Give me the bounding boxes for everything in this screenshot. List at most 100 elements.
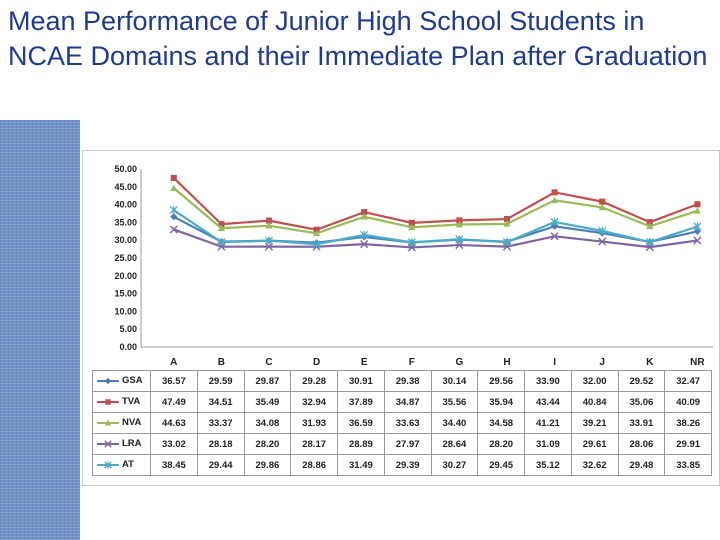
x-tick-label: A (170, 357, 177, 368)
legend-entry: AT (92, 454, 151, 476)
y-tick-label: 40.00 (114, 200, 137, 210)
table-cell: 28.20 (477, 433, 525, 455)
data-point (599, 198, 606, 205)
data-point (503, 215, 511, 223)
table-cell: 32.47 (664, 370, 712, 392)
table-row: TVA 47.49 34.51 35.49 32.94 37.89 34.87 35.56 35… (92, 391, 712, 413)
table-cell: 31.09 (524, 433, 572, 455)
data-point (170, 174, 177, 181)
data-point (169, 225, 178, 234)
legend-entry: GSA (92, 370, 151, 392)
data-point (265, 222, 273, 229)
table-cell: 34.40 (430, 412, 479, 434)
x-tick-labels: A B C D E F G H I J K NR (170, 357, 705, 368)
table-cell: 28.86 (290, 454, 338, 476)
table-cell: 36.59 (337, 412, 385, 434)
legend-entry: NVA (92, 412, 151, 434)
y-tick-label: 35.00 (114, 217, 137, 227)
table-cell: 35.94 (477, 391, 525, 413)
table-cell: 30.27 (430, 454, 479, 476)
table-cell: 28.64 (430, 433, 479, 455)
data-point (264, 236, 274, 245)
series-line (173, 187, 698, 235)
series-at (169, 206, 702, 249)
data-point (218, 221, 225, 228)
table-cell: 33.85 (664, 454, 712, 476)
table-cell: 28.20 (243, 433, 292, 455)
data-point (503, 220, 511, 227)
table-cell: 31.93 (290, 412, 338, 434)
x-tick-label: C (265, 357, 272, 368)
series-name: AT (122, 459, 134, 471)
series-name: NVA (122, 417, 142, 429)
table-cell: 33.90 (524, 370, 572, 392)
data-point (313, 229, 321, 237)
data-point (408, 219, 415, 226)
x-tick-label: B (218, 357, 225, 368)
table-cell: 27.97 (383, 433, 432, 455)
table-cell: 32.94 (290, 391, 338, 413)
y-tick-label: 10.00 (114, 306, 137, 316)
table-cell: 38.26 (664, 412, 712, 434)
table-cell: 37.89 (337, 391, 385, 413)
table-cell: 29.91 (664, 433, 712, 455)
table-cell: 29.38 (383, 370, 432, 392)
data-point (693, 227, 701, 236)
y-tick-label: 50.00 (114, 164, 137, 174)
data-point (550, 217, 559, 227)
table-cell: 33.63 (383, 412, 432, 434)
table-cell: 47.49 (150, 391, 198, 413)
y-tick-label: 20.00 (114, 271, 137, 281)
data-point (551, 196, 559, 204)
table-cell: 33.91 (617, 412, 666, 434)
table-cell: 40.09 (664, 391, 712, 413)
data-point (265, 217, 273, 224)
series-name: TVA (122, 396, 141, 408)
data-point (551, 222, 559, 230)
data-point (360, 240, 369, 249)
table-row: NVA 44.63 33.37 34.08 31.93 36.59 33.63 34.40 34… (92, 412, 712, 434)
table-cell: 35.06 (617, 391, 666, 413)
table-cell: 29.52 (617, 370, 666, 392)
table-cell: 32.62 (570, 454, 619, 476)
table-cell: 28.89 (337, 433, 385, 455)
data-point (312, 240, 321, 249)
data-point (598, 203, 606, 211)
data-point (502, 238, 512, 247)
table-cell: 29.59 (196, 370, 245, 392)
decorative-side-bar (0, 120, 80, 540)
data-point (598, 226, 607, 235)
data-point (693, 222, 702, 231)
table-cell: 34.08 (243, 412, 292, 434)
data-point (550, 232, 559, 241)
series-name: GSA (122, 375, 143, 387)
table-cell: 33.37 (196, 412, 245, 434)
series-line (173, 209, 698, 246)
data-point (694, 201, 701, 208)
series-nva (170, 184, 701, 237)
table-cell: 31.49 (337, 454, 385, 476)
data-point (360, 230, 369, 239)
x-tick-label: E (361, 357, 368, 368)
table-cell: 30.14 (430, 370, 479, 392)
y-tick-labels: 0.00 5.00 10.00 15.00 20.00 25.00 30.00 35.00 40… (114, 164, 137, 352)
data-point (264, 242, 274, 251)
x-tick-label: K (646, 357, 654, 368)
data-point (407, 238, 416, 247)
table-cell: 44.63 (150, 412, 198, 434)
data-point (646, 222, 654, 230)
table-cell: 29.87 (243, 370, 292, 392)
data-point (455, 240, 464, 250)
table-cell: 35.56 (430, 391, 479, 413)
data-point (217, 224, 225, 232)
table-cell: 32.00 (570, 370, 619, 392)
data-point (169, 206, 178, 215)
data-point (456, 217, 463, 224)
table-cell: 28.17 (290, 433, 338, 455)
y-tick-label: 0.00 (119, 342, 137, 352)
table-cell: 29.44 (196, 454, 245, 476)
x-tick-label: G (456, 357, 464, 368)
x-tick-label: J (599, 357, 605, 368)
data-point (170, 213, 178, 221)
data-point (645, 237, 654, 247)
